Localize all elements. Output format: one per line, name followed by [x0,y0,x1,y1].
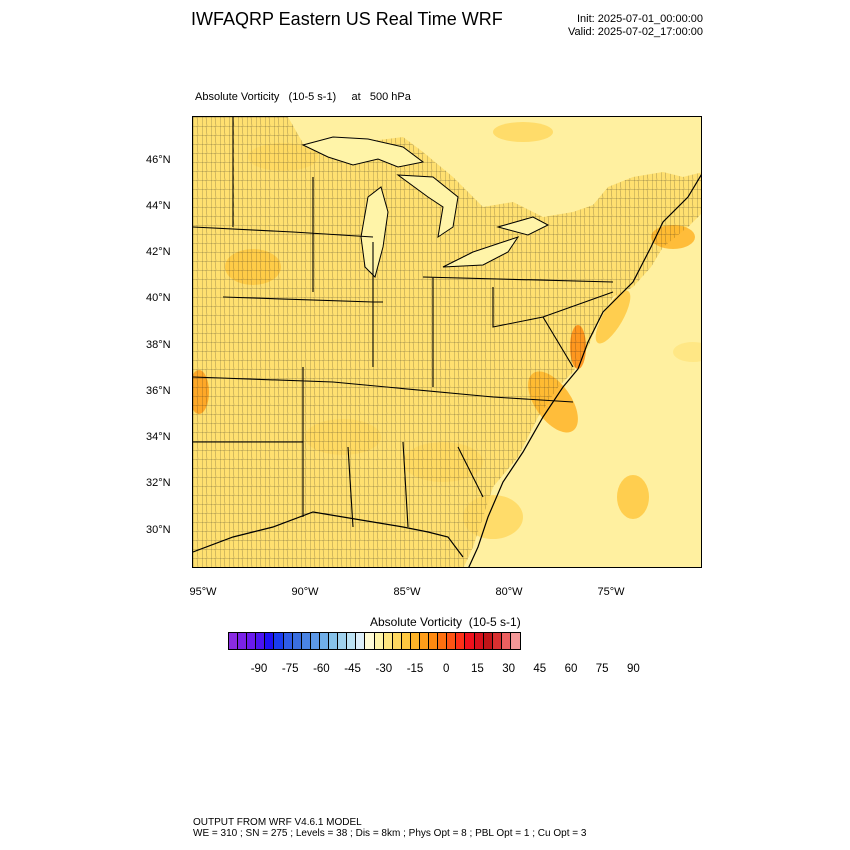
colorbar-box [274,633,284,649]
colorbar-tick-label: 90 [626,663,640,675]
field-subtitle: Absolute Vorticity (10-5 s-1) at 500 hPa [195,91,411,103]
colorbar-box [510,633,520,649]
map-panel [192,116,702,568]
colorbar-box [410,633,420,649]
lat-label-38: 38°N [146,339,171,351]
colorbar-tick-label: 30 [502,663,515,675]
init-time: Init: 2025-07-01_00:00:00 [577,13,703,25]
footer-config: WE = 310 ; SN = 275 ; Levels = 38 ; Dis … [193,828,587,839]
colorbar-box [401,633,411,649]
colorbar [228,632,521,650]
colorbar-tick-label: 0 [442,663,450,675]
colorbar-tick-label: 45 [533,663,547,675]
colorbar-box [338,633,348,649]
colorbar-box [492,633,502,649]
colorbar-tick-label: -90 [250,663,268,675]
lat-label-42: 42°N [146,246,171,258]
colorbar-tick-label: 75 [595,663,609,675]
colorbar-box [283,633,293,649]
colorbar-box [301,633,311,649]
colorbar-box [229,633,239,649]
footer-model: OUTPUT FROM WRF V4.6.1 MODEL [193,817,362,828]
lon-label-95: 95°W [189,586,217,598]
atlantic-coastline [468,174,701,567]
gulf-coastline [193,511,464,558]
colorbar-box [347,633,357,649]
lon-label-80: 80°W [495,586,523,598]
colorbar-box [465,633,475,649]
colorbar-tick-label: -75 [281,663,299,675]
colorbar-box [319,633,330,649]
colorbar-tick-label: -45 [344,663,361,675]
model-footer: OUTPUT FROM WRF V4.6.1 MODEL WE = 310 ; … [193,817,586,839]
lat-label-30: 30°N [146,524,171,536]
colorbar-box [383,633,393,649]
lat-label-32: 32°N [146,477,171,489]
colorbar-box [329,633,339,649]
lat-label-46: 46°N [146,154,171,166]
colorbar-tick-label: -30 [375,663,393,675]
colorbar-box [238,633,248,649]
valid-time: Valid: 2025-07-02_17:00:00 [568,26,703,38]
colorbar-title: Absolute Vorticity (10-5 s-1) [370,615,521,629]
colorbar-box [456,633,466,649]
vorticity-map [193,117,701,567]
state-boundaries [193,117,614,528]
colorbar-box [501,633,511,649]
plot-title: IWFAQRP Eastern US Real Time WRF [191,9,503,29]
lat-label-34: 34°N [146,431,171,443]
colorbar-box [392,633,402,649]
colorbar-tick-label: -60 [313,663,330,675]
colorbar-box [483,633,493,649]
colorbar-box [247,633,257,649]
forecast-times: Init: 2025-07-01_00:00:00 Valid: 2025-07… [540,13,703,39]
colorbar-tick-label: 60 [564,663,578,675]
colorbar-box [256,633,266,649]
colorbar-box [356,633,366,649]
colorbar-box [447,633,457,649]
colorbar-box [292,633,302,649]
lat-label-36: 36°N [146,385,171,397]
colorbar-tick-label: -15 [406,663,424,675]
colorbar-box [429,633,439,649]
great-lakes [301,136,550,278]
colorbar-box [310,633,320,649]
lon-label-85: 85°W [393,586,421,598]
colorbar-box [419,633,430,649]
colorbar-box [265,633,275,649]
lon-label-75: 75°W [597,586,625,598]
colorbar-box [374,633,384,649]
colorbar-box [438,633,448,649]
lat-label-40: 40°N [146,292,171,304]
colorbar-tick-label: 15 [470,663,484,675]
colorbar-box [474,633,484,649]
lon-label-90: 90°W [291,586,319,598]
colorbar-box [365,633,375,649]
lat-label-44: 44°N [146,200,171,212]
